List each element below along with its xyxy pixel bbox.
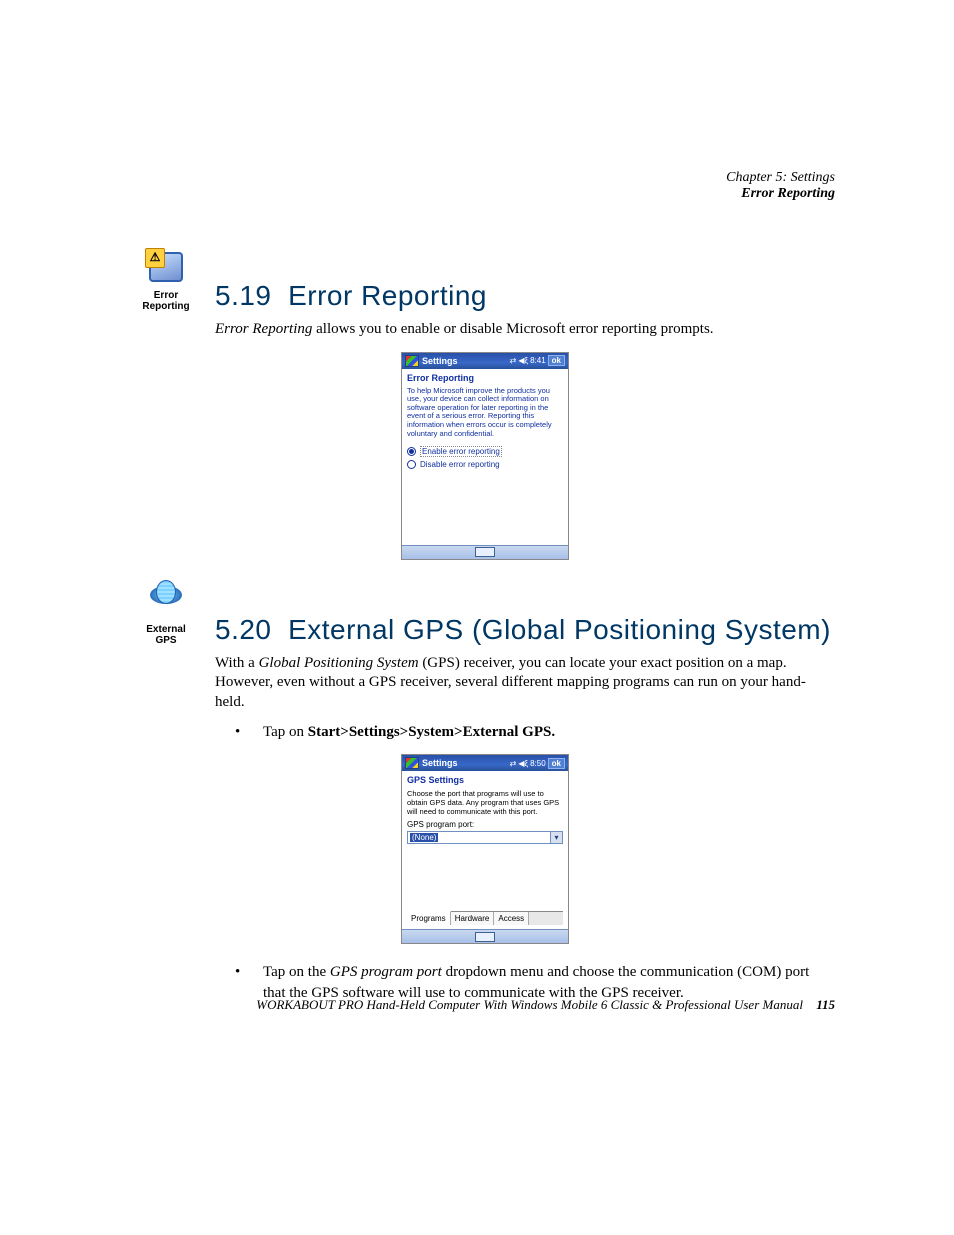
wm-window: Settings ⇄ ◀ξ 8:50 ok GPS Settings Choos… <box>401 754 569 944</box>
section-head-519: Error Reporting 5.19 Error Reporting <box>135 252 835 312</box>
external-gps-app-icon: External GPS <box>135 578 197 646</box>
ok-button[interactable]: ok <box>548 355 565 366</box>
start-icon[interactable] <box>405 355 419 367</box>
section-title-519: 5.19 Error Reporting <box>215 280 487 312</box>
page-header: Chapter 5: Settings Error Reporting <box>135 170 835 202</box>
wm-title: Settings <box>422 356 510 366</box>
screenshot-error-reporting: Settings ⇄ ◀ξ 8:41 ok Error Reporting To… <box>135 352 835 560</box>
icon-caption: Error Reporting <box>135 290 197 312</box>
wm-titlebar: Settings ⇄ ◀ξ 8:41 ok <box>402 353 568 369</box>
error-reporting-app-icon: Error Reporting <box>135 252 197 312</box>
volume-icon: ◀ξ <box>518 759 528 768</box>
gps-port-select[interactable]: (None) ▾ <box>407 831 563 844</box>
wm-tabs: Programs Hardware Access <box>407 911 563 925</box>
radio-enable[interactable]: Enable error reporting <box>407 446 563 457</box>
start-icon[interactable] <box>405 757 419 769</box>
header-chapter: Chapter 5: Settings <box>135 170 835 186</box>
keyboard-icon[interactable] <box>475 932 495 942</box>
clock: 8:50 <box>530 759 546 768</box>
clock: 8:41 <box>530 356 546 365</box>
signal-icon: ⇄ <box>510 356 517 365</box>
radio-disable[interactable]: Disable error reporting <box>407 460 563 469</box>
header-section: Error Reporting <box>135 186 835 202</box>
wm-tray: ⇄ ◀ξ 8:41 ok <box>510 355 565 366</box>
tab-access[interactable]: Access <box>494 912 529 925</box>
wm-tray: ⇄ ◀ξ 8:50 ok <box>510 758 565 769</box>
radio-label: Disable error reporting <box>420 460 500 469</box>
section-title-520: 5.20 External GPS (Global Positioning Sy… <box>215 614 831 646</box>
page-footer: WORKABOUT PRO Hand-Held Computer With Wi… <box>135 997 835 1013</box>
wm-bottombar <box>402 545 568 559</box>
wm-subtitle: Error Reporting <box>407 373 563 383</box>
select-label: GPS program port: <box>407 820 563 829</box>
screenshot-gps-settings: Settings ⇄ ◀ξ 8:50 ok GPS Settings Choos… <box>135 754 835 944</box>
keyboard-icon[interactable] <box>475 547 495 557</box>
section-intro-519: Error Reporting allows you to enable or … <box>215 320 835 340</box>
page-number: 115 <box>816 997 835 1012</box>
signal-icon: ⇄ <box>510 759 517 768</box>
chevron-down-icon[interactable]: ▾ <box>550 832 562 843</box>
wm-title: Settings <box>422 758 510 768</box>
wm-desc: To help Microsoft improve the products y… <box>407 387 563 439</box>
volume-icon: ◀ξ <box>518 356 528 365</box>
tab-hardware[interactable]: Hardware <box>451 912 495 925</box>
bullet-1: • Tap on Start>Settings>System>External … <box>235 722 835 742</box>
wm-titlebar: Settings ⇄ ◀ξ 8:50 ok <box>402 755 568 771</box>
select-value: (None) <box>410 833 438 842</box>
document-page: Chapter 5: Settings Error Reporting Erro… <box>135 170 835 1013</box>
bullet-icon: • <box>235 722 263 742</box>
icon-caption: External GPS <box>135 624 197 646</box>
radio-label: Enable error reporting <box>420 446 502 457</box>
wm-desc: Choose the port that programs will use t… <box>407 789 563 816</box>
wm-subtitle: GPS Settings <box>407 775 563 785</box>
wm-window: Settings ⇄ ◀ξ 8:41 ok Error Reporting To… <box>401 352 569 560</box>
wm-body: Error Reporting To help Microsoft improv… <box>402 369 568 545</box>
wm-bottombar <box>402 929 568 943</box>
radio-icon[interactable] <box>407 447 416 456</box>
section-intro-520: With a Global Positioning System (GPS) r… <box>215 654 835 713</box>
ok-button[interactable]: ok <box>548 758 565 769</box>
section-head-520: External GPS 5.20 External GPS (Global P… <box>135 578 835 646</box>
radio-icon[interactable] <box>407 460 416 469</box>
wm-body: GPS Settings Choose the port that progra… <box>402 771 568 929</box>
tab-programs[interactable]: Programs <box>407 911 451 925</box>
footer-text: WORKABOUT PRO Hand-Held Computer With Wi… <box>256 997 803 1012</box>
